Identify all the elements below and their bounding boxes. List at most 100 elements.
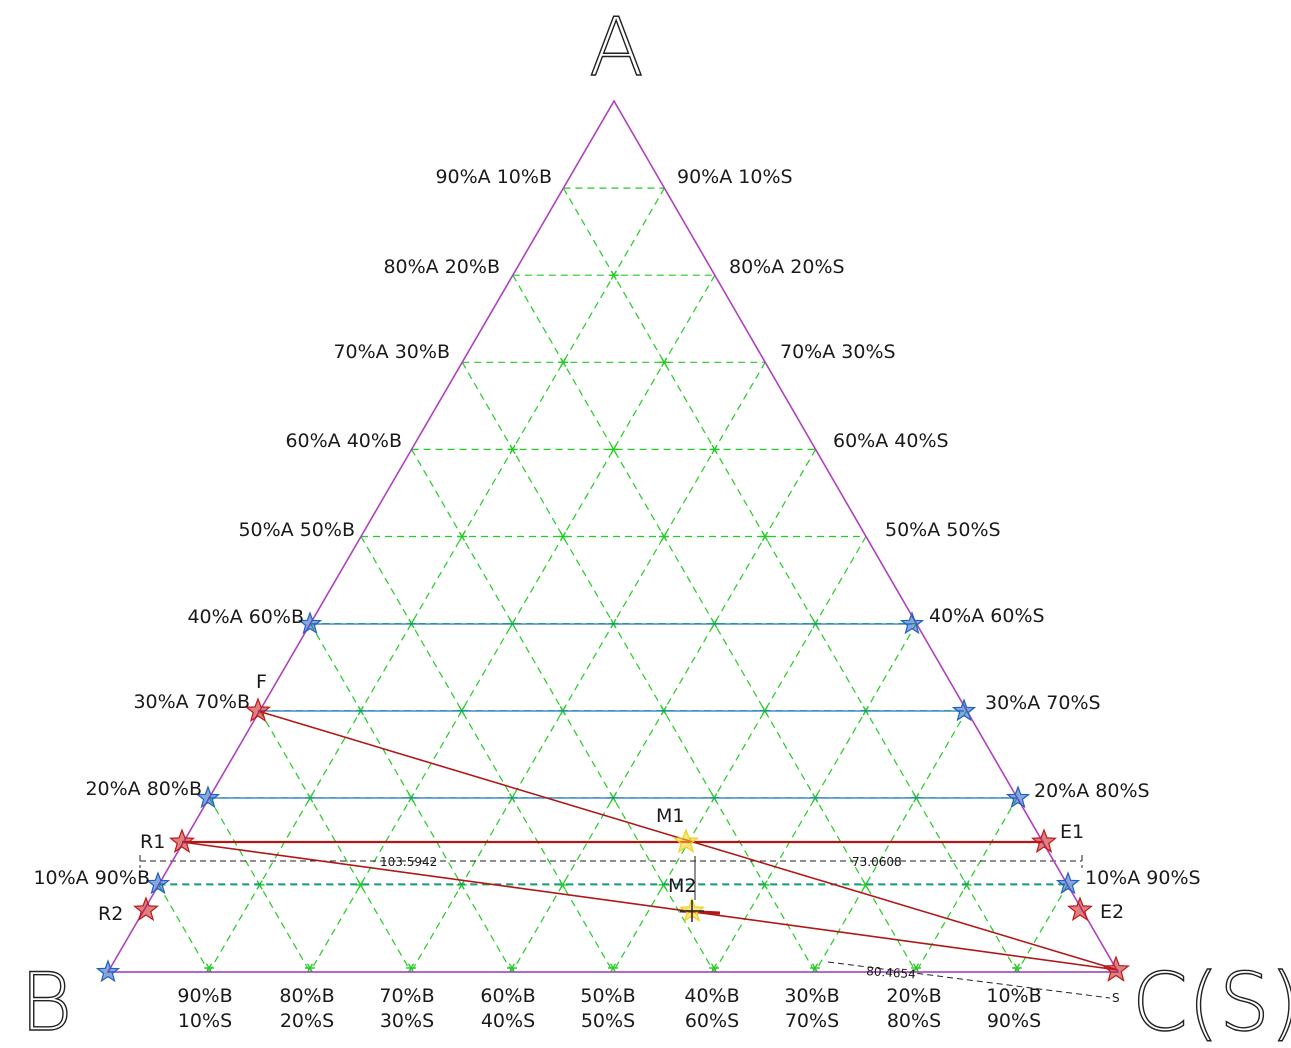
dimension-right: 73.0608 — [852, 855, 902, 869]
grid-mark-stroke — [660, 880, 667, 890]
bottom-label-b: 20%B — [886, 985, 941, 1007]
grid-mark-stroke — [205, 963, 213, 973]
right-edge-label: 30%A 70%S — [985, 692, 1101, 714]
grid-mark — [557, 880, 568, 890]
vertex-label-a: A — [589, 1, 644, 94]
grid-mark — [810, 963, 820, 973]
bottom-label-s: 90%S — [987, 1010, 1041, 1032]
grid-mark-stroke — [912, 963, 920, 973]
grid-lines — [158, 187, 1069, 973]
grid-mark-stroke — [660, 531, 668, 542]
blue-star-marker — [899, 611, 925, 635]
point-label-e1: E1 — [1060, 821, 1084, 843]
right-edge-label: 50%A 50%S — [885, 519, 1001, 541]
grid-mark-stroke — [609, 963, 617, 973]
blue-star-marker — [1055, 871, 1081, 895]
grid-mark-stroke — [710, 963, 718, 973]
left-edge-label: 90%A 10%B — [435, 166, 552, 188]
bottom-label-s: 80%S — [887, 1010, 941, 1032]
grid-mark-stroke — [661, 357, 668, 367]
right-edge-label: 40%A 60%S — [929, 605, 1045, 627]
blue-star-marker — [297, 611, 323, 635]
grid-mark — [254, 880, 265, 890]
grid-mark — [457, 531, 467, 542]
point-label-r1: R1 — [140, 831, 165, 853]
grid-mark-stroke — [862, 880, 869, 890]
grid-line — [1016, 884, 1069, 973]
point-label-r2: R2 — [98, 903, 123, 925]
grid-mark-stroke — [560, 357, 567, 367]
triangle-outline — [106, 99, 1120, 973]
grid-mark-stroke — [256, 880, 263, 890]
left-edge-label: 20%A 80%B — [85, 778, 202, 800]
grid-mark-stroke — [1013, 963, 1021, 973]
blue-star-marker — [145, 871, 171, 895]
dimension-line — [827, 961, 1111, 999]
grid-mark-stroke — [610, 270, 617, 280]
grid-line — [562, 187, 1018, 973]
red-star-marker-r2 — [132, 896, 160, 922]
red-star-marker-r1 — [168, 828, 196, 854]
grid-mark — [658, 880, 669, 890]
blue-star-marker — [951, 698, 977, 722]
blue-star-marker — [95, 959, 121, 983]
bottom-label-s: 70%S — [785, 1010, 839, 1032]
grid-line — [461, 361, 816, 973]
grid-mark-stroke — [306, 963, 314, 973]
grid-mark — [760, 531, 770, 542]
grid-mark-stroke — [963, 880, 970, 890]
grid-mark — [709, 963, 719, 973]
grid-mark — [456, 880, 467, 890]
grid-mark — [911, 963, 921, 973]
grid-mark — [355, 880, 366, 890]
grid-mark — [204, 963, 214, 973]
grid-mark — [659, 531, 669, 542]
grid-line — [410, 361, 766, 973]
left-edge-label: 50%A 50%B — [238, 519, 355, 541]
grid-mark — [558, 357, 569, 367]
grid-mark — [507, 444, 518, 455]
vertex-label-c: C(S) — [1132, 956, 1291, 1048]
grid-mark-stroke — [711, 444, 718, 455]
grid-mark-stroke — [559, 880, 566, 890]
right-edge-label: 10%A 90%S — [1085, 867, 1201, 889]
grid-line — [360, 536, 614, 973]
yellow-star-marker-m1 — [672, 828, 700, 854]
bottom-label-b: 60%B — [480, 985, 535, 1007]
bottom-label-b: 10%B — [986, 985, 1041, 1007]
bottom-label-s: 30%S — [380, 1010, 434, 1032]
left-edge-label: 10%A 90%B — [33, 867, 150, 889]
bottom-label-s: 20%S — [280, 1010, 334, 1032]
right-edge-label: 70%A 30%S — [780, 341, 896, 363]
grid-mark — [759, 880, 770, 890]
grid-mark-stroke — [559, 531, 567, 542]
grid-mark — [608, 963, 618, 973]
right-edge-label: 20%A 80%S — [1034, 780, 1150, 802]
dimension-bottom: 80.4654 — [866, 964, 916, 981]
bottom-label-s: 10%S — [178, 1010, 232, 1032]
grid-mark-stroke — [508, 963, 516, 973]
blue-star-marker — [1005, 785, 1031, 809]
grid-mark — [608, 444, 619, 455]
grid-mark — [1012, 963, 1022, 973]
grid-mark — [305, 963, 315, 973]
bottom-label-s: 60%S — [685, 1010, 739, 1032]
grid-line — [814, 710, 968, 973]
left-edge-label: 40%A 60%B — [187, 606, 304, 628]
grid-mark — [659, 357, 670, 367]
bottom-label-s: 40%S — [481, 1010, 535, 1032]
red-star-marker-f — [244, 697, 272, 723]
bottom-label-b: 30%B — [784, 985, 839, 1007]
point-label-m1: M1 — [656, 805, 684, 827]
bottom-label-b: 80%B — [279, 985, 334, 1007]
bottom-label-s: 50%S — [581, 1010, 635, 1032]
process-lines — [181, 710, 1119, 971]
grid-mark-stroke — [509, 444, 516, 455]
red-star-marker-s — [1101, 955, 1131, 982]
grid-mark — [961, 880, 972, 890]
right-edge-label: 60%A 40%S — [833, 430, 949, 452]
left-edge-label: 70%A 30%B — [333, 341, 450, 363]
grid-mark-stroke — [761, 880, 768, 890]
blue-star-marker — [195, 785, 221, 809]
right-edge-label: 80%A 20%S — [729, 256, 845, 278]
